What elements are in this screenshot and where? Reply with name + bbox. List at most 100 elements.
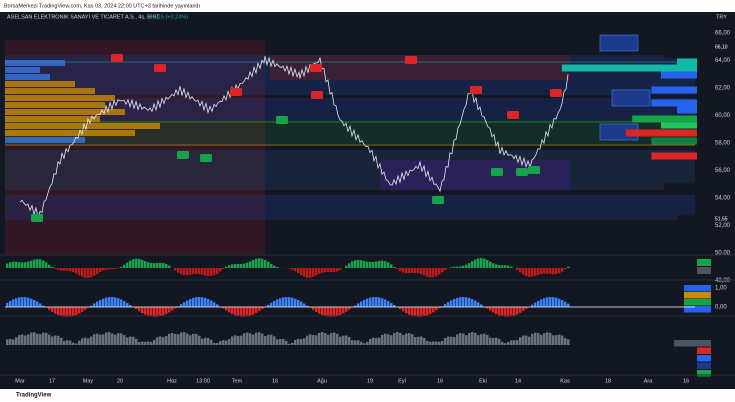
vix-bar [114,334,117,345]
vix-bar [48,334,51,345]
volume-osc [276,267,279,268]
vix-bar [6,339,9,345]
volume-osc [57,268,60,271]
macd-hist [555,297,558,307]
vix-bar [261,333,264,345]
vix-bar [36,333,39,345]
volume-osc [468,263,471,268]
vix-bar [498,338,501,345]
vix-bar [249,333,252,345]
macd-hist [468,297,471,307]
pane-tag-bg [674,340,711,347]
vix-bar [480,334,483,345]
vix-bar [90,336,93,345]
volume-osc [534,268,537,276]
volume-osc [459,266,462,268]
volume-osc [237,264,240,268]
macd-hist [225,307,228,311]
macd-hist [237,307,240,317]
vix-bar [531,333,534,345]
macd-hist [567,303,570,307]
macd-hist [537,300,540,307]
vix-bar [72,342,75,345]
pane-tag-bg [684,299,711,306]
vix-bar [231,336,234,345]
macd-hist [135,307,138,310]
volume-osc [33,259,36,268]
macd-hist [9,301,12,307]
macd-hist [93,303,96,307]
volume-osc [516,268,519,271]
vix-bar [489,337,492,345]
zone [5,150,695,190]
vix-bar [186,333,189,345]
time-axis-label: Haz [167,378,177,384]
vix-bar [9,338,12,345]
volume-osc [510,266,513,268]
vix-bar [150,342,153,345]
volume-osc [48,264,51,268]
volume-osc [402,268,405,273]
macd-hist [120,299,123,307]
vix-bar [426,340,429,345]
vix-bar [87,338,90,345]
macd-hist [561,300,564,307]
macd-hist [114,297,117,307]
vix-bar [177,334,180,345]
time-axis-label: Ağu [317,378,327,384]
volume-osc [438,268,441,275]
volume-osc [531,268,534,277]
vix-bar [39,334,42,345]
macd-hist [201,297,204,307]
vix-bar [507,341,510,345]
volume-osc [156,262,159,268]
volume-osc [471,261,474,268]
vix-bar [123,335,126,345]
volume-osc [399,268,402,272]
macd-hist [123,301,126,307]
vix-bar [306,335,309,345]
vix-bar [204,337,207,345]
vix-bar [348,337,351,345]
macd-hist [393,304,396,307]
vix-bar [159,336,162,345]
price-sketch [19,56,569,219]
volume-osc [366,261,369,268]
pane-tag-bg [697,370,711,377]
vix-bar [201,338,204,345]
volume-osc [408,268,411,274]
vix-bar [69,340,72,345]
macd-hist [57,307,60,316]
macd-hist [525,307,528,309]
time-axis-label: 17 [49,378,55,384]
volume-osc [354,260,357,268]
macd-hist [417,307,420,317]
macd-hist [51,307,54,312]
vix-bar [477,335,480,345]
volume-osc [507,265,510,268]
volume-osc [201,268,204,275]
macd-hist [429,307,432,314]
volume-osc [417,268,420,274]
vix-bar [210,339,213,345]
macd-hist [267,304,270,307]
vix-bar [54,335,57,345]
vix-bar [51,336,54,345]
macd-hist [510,307,513,317]
macd-hist [309,307,312,308]
vix-bar [237,336,240,345]
macd-hist [480,304,483,307]
volume-osc [243,263,246,268]
volume-osc [51,266,54,268]
vix-bar [336,333,339,345]
vix-bar [60,337,63,345]
macd-hist [546,297,549,307]
macd-hist [405,307,408,314]
signal-bg [491,168,503,176]
vix-bar [420,336,423,345]
volume-osc [309,268,312,278]
macd-hist [255,307,258,313]
volume-osc [546,268,549,274]
volume-osc [129,260,132,268]
signal-bg [405,56,417,64]
